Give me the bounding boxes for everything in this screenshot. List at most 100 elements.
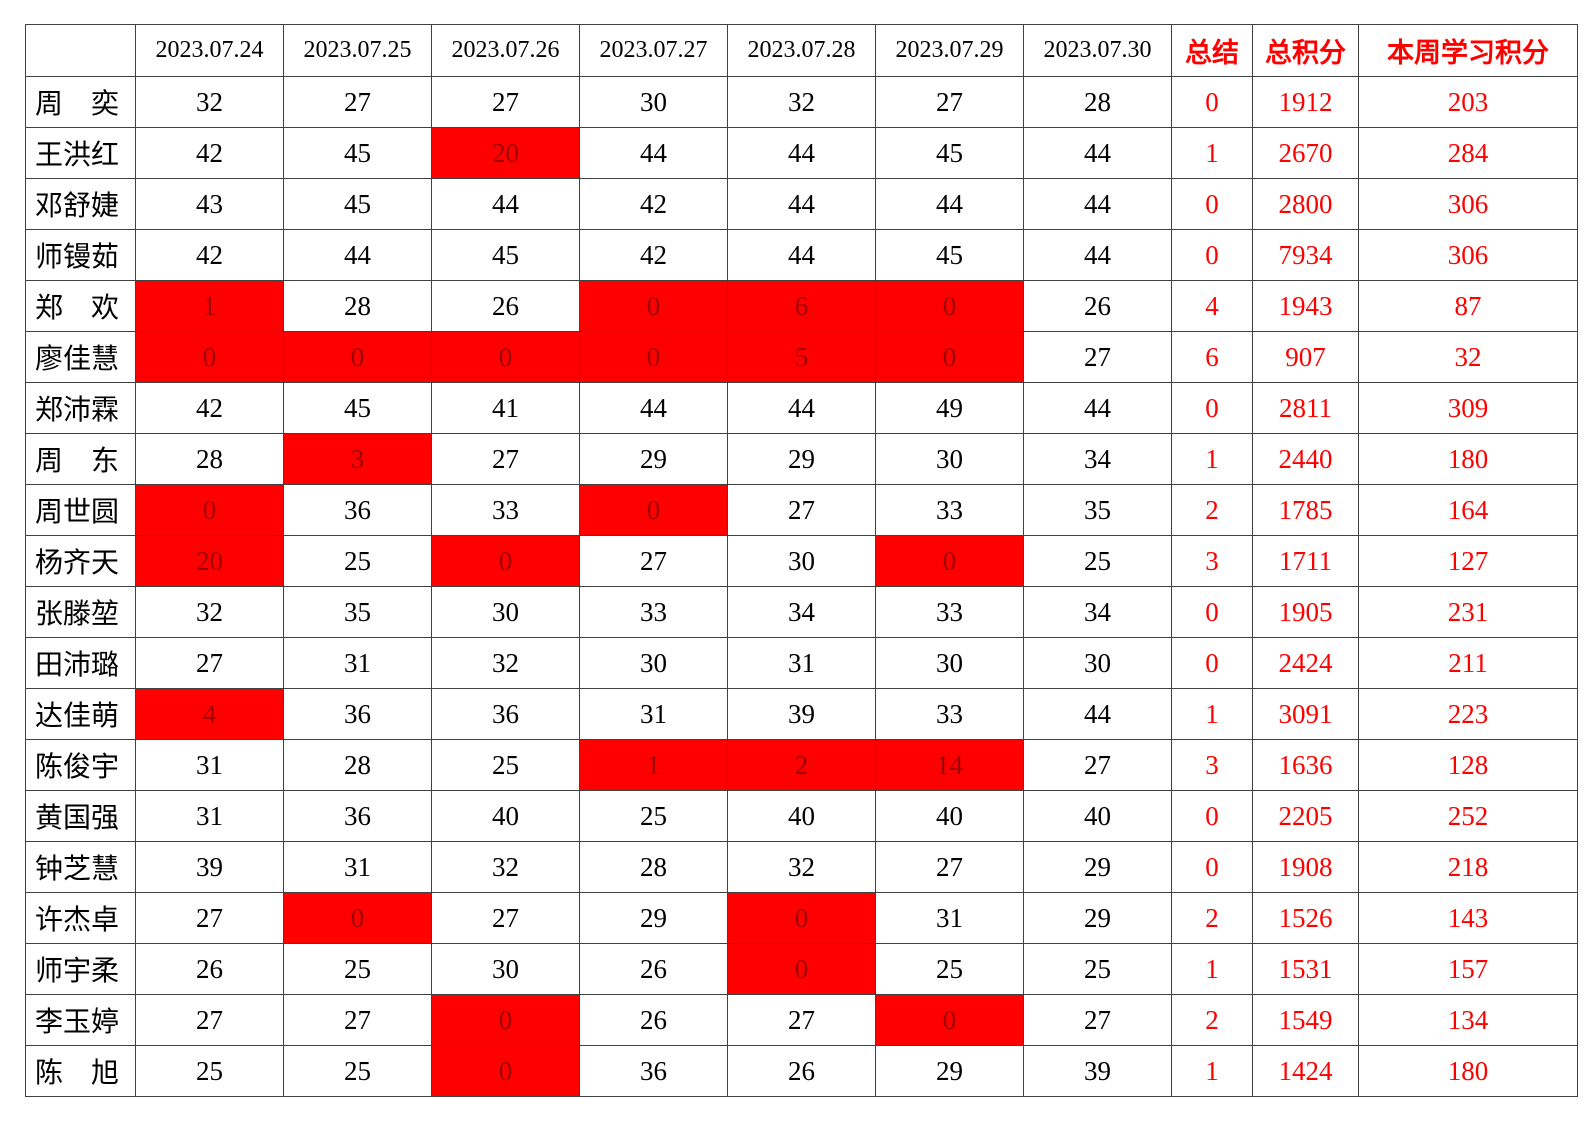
score-cell: 44	[1023, 127, 1172, 179]
week-points-header: 本周学习积分	[1358, 24, 1578, 77]
student-name: 周 奕	[25, 76, 136, 128]
summary-cell: 0	[1171, 637, 1253, 689]
table-row: 李玉婷 27 27 0 26 27 0 27 2 1549 134	[25, 994, 1578, 1046]
score-cell: 33	[579, 586, 728, 638]
score-cell: 27	[431, 433, 580, 485]
score-cell-flagged: 0	[283, 331, 432, 383]
score-cell: 36	[283, 790, 432, 842]
week-points-cell: 252	[1358, 790, 1578, 842]
score-cell-flagged: 0	[431, 994, 580, 1046]
score-cell: 32	[431, 637, 580, 689]
score-cell: 32	[135, 76, 284, 128]
score-cell: 34	[1023, 433, 1172, 485]
week-points-cell: 128	[1358, 739, 1578, 791]
student-name: 张滕堃	[25, 586, 136, 638]
score-cell: 35	[1023, 484, 1172, 536]
score-cell: 44	[875, 178, 1024, 230]
score-cell-flagged: 0	[579, 331, 728, 383]
score-cell: 26	[579, 943, 728, 995]
score-cell: 27	[431, 892, 580, 944]
total-points-cell: 2800	[1252, 178, 1359, 230]
week-points-cell: 306	[1358, 178, 1578, 230]
score-cell-flagged: 4	[135, 688, 284, 740]
score-cell: 39	[1023, 1045, 1172, 1097]
summary-cell: 0	[1171, 229, 1253, 281]
score-cell: 28	[283, 739, 432, 791]
score-cell: 25	[135, 1045, 284, 1097]
summary-cell: 3	[1171, 739, 1253, 791]
summary-cell: 0	[1171, 76, 1253, 128]
summary-cell: 2	[1171, 484, 1253, 536]
score-cell: 33	[875, 688, 1024, 740]
student-name: 师宇柔	[25, 943, 136, 995]
student-name: 杨齐天	[25, 535, 136, 587]
table-row: 师镘茹 42 44 45 42 44 45 44 0 7934 306	[25, 229, 1578, 281]
score-cell: 25	[579, 790, 728, 842]
table-body: 周 奕 32 27 27 30 32 27 28 0 1912 203 王洪红 42 45 20 44 44 45…	[25, 76, 1578, 1097]
total-points-cell: 1908	[1252, 841, 1359, 893]
date-header: 2023.07.27	[579, 24, 728, 77]
summary-cell: 1	[1171, 433, 1253, 485]
summary-cell: 4	[1171, 280, 1253, 332]
score-cell: 28	[579, 841, 728, 893]
score-cell: 45	[283, 382, 432, 434]
score-cell: 27	[135, 637, 284, 689]
summary-cell: 0	[1171, 586, 1253, 638]
score-cell: 36	[283, 484, 432, 536]
score-cell-flagged: 0	[727, 892, 876, 944]
table-row: 师宇柔 26 25 30 26 0 25 25 1 1531 157	[25, 943, 1578, 995]
summary-cell: 6	[1171, 331, 1253, 383]
score-cell-flagged: 0	[875, 535, 1024, 587]
score-cell: 28	[135, 433, 284, 485]
table-row: 杨齐天 20 25 0 27 30 0 25 3 1711 127	[25, 535, 1578, 587]
score-cell-flagged: 20	[135, 535, 284, 587]
score-cell: 45	[431, 229, 580, 281]
score-cell: 44	[579, 382, 728, 434]
score-cell: 27	[283, 994, 432, 1046]
score-cell-flagged: 0	[579, 280, 728, 332]
table-row: 田沛璐 27 31 32 30 31 30 30 0 2424 211	[25, 637, 1578, 689]
total-points-cell: 1549	[1252, 994, 1359, 1046]
summary-cell: 1	[1171, 943, 1253, 995]
score-cell: 44	[283, 229, 432, 281]
summary-cell: 0	[1171, 790, 1253, 842]
score-cell: 31	[579, 688, 728, 740]
score-cell: 34	[727, 586, 876, 638]
total-points-header: 总积分	[1252, 24, 1359, 77]
date-header: 2023.07.29	[875, 24, 1024, 77]
score-cell: 42	[135, 382, 284, 434]
score-cell: 27	[1023, 331, 1172, 383]
total-points-cell: 2205	[1252, 790, 1359, 842]
score-cell: 25	[283, 535, 432, 587]
student-name: 达佳萌	[25, 688, 136, 740]
score-cell: 42	[135, 127, 284, 179]
table-row: 陈 旭 25 25 0 36 26 29 39 1 1424 180	[25, 1045, 1578, 1097]
score-cell: 44	[727, 127, 876, 179]
score-cell: 39	[135, 841, 284, 893]
score-cell: 40	[875, 790, 1024, 842]
week-points-cell: 309	[1358, 382, 1578, 434]
score-cell: 33	[431, 484, 580, 536]
score-cell: 30	[1023, 637, 1172, 689]
score-cell: 29	[1023, 841, 1172, 893]
total-points-cell: 1785	[1252, 484, 1359, 536]
score-cell-flagged: 6	[727, 280, 876, 332]
score-cell: 27	[875, 841, 1024, 893]
score-cell-flagged: 14	[875, 739, 1024, 791]
student-name: 陈俊宇	[25, 739, 136, 791]
student-name: 周世圆	[25, 484, 136, 536]
score-cell: 27	[1023, 739, 1172, 791]
score-cell: 45	[283, 178, 432, 230]
table-row: 郑沛霖 42 45 41 44 44 49 44 0 2811 309	[25, 382, 1578, 434]
score-cell-flagged: 1	[579, 739, 728, 791]
score-cell: 27	[135, 892, 284, 944]
table-row: 达佳萌 4 36 36 31 39 33 44 1 3091 223	[25, 688, 1578, 740]
total-points-cell: 2811	[1252, 382, 1359, 434]
score-cell: 31	[875, 892, 1024, 944]
score-cell-flagged: 0	[431, 535, 580, 587]
week-points-cell: 180	[1358, 433, 1578, 485]
total-points-cell: 1943	[1252, 280, 1359, 332]
score-cell: 25	[1023, 535, 1172, 587]
score-cell: 27	[727, 994, 876, 1046]
total-points-cell: 907	[1252, 331, 1359, 383]
